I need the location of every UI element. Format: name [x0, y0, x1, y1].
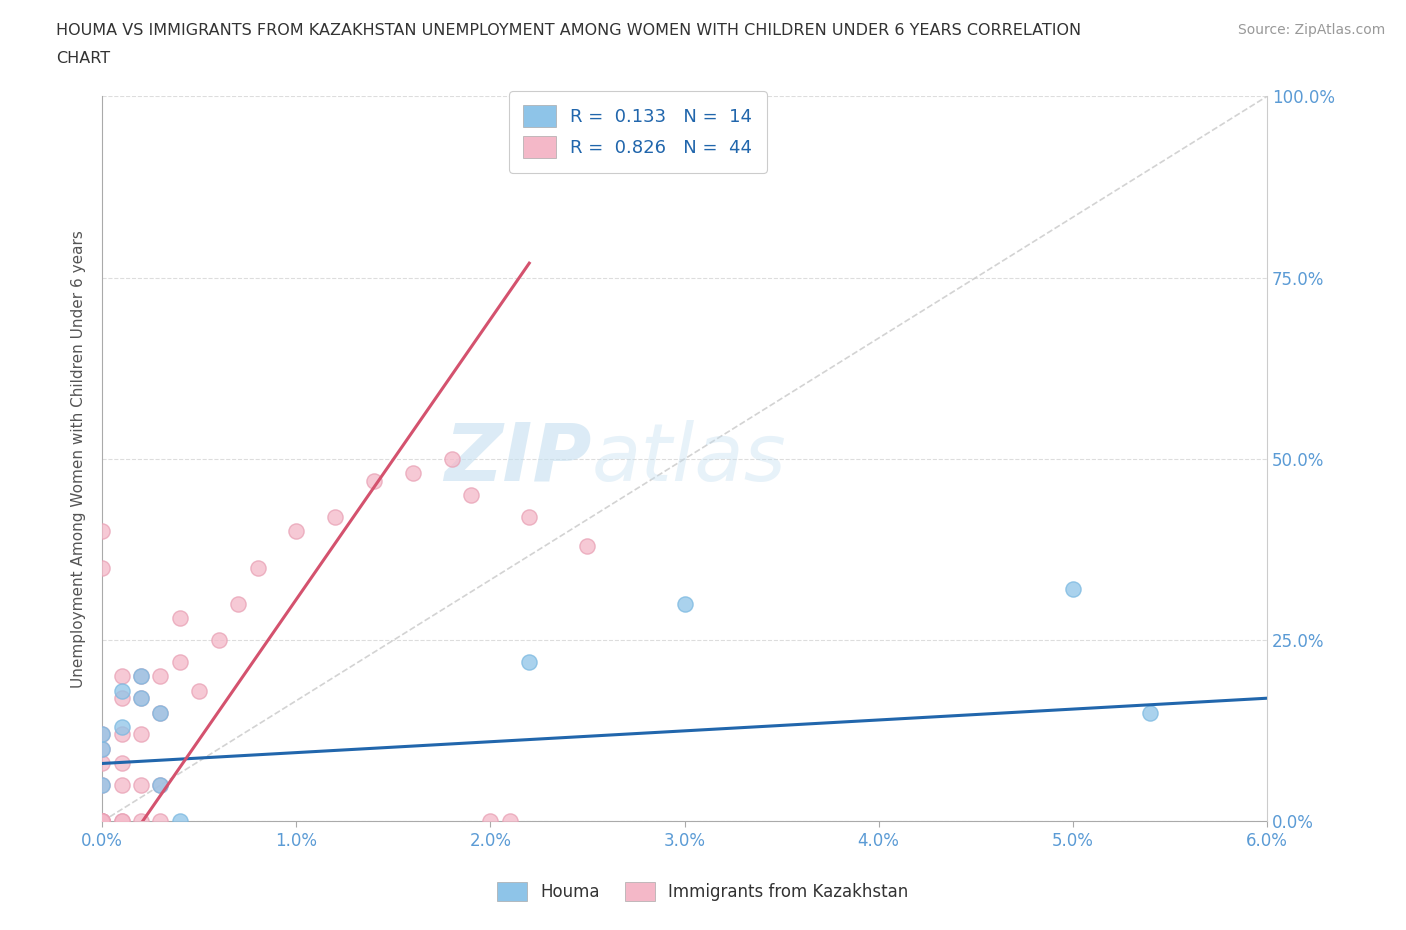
Point: [91, 741, 114, 756]
Point: [440, 451, 463, 466]
Text: CHART: CHART: [56, 51, 110, 66]
Legend: Houma, Immigrants from Kazakhstan: Houma, Immigrants from Kazakhstan: [491, 876, 915, 908]
Point: [169, 814, 191, 829]
Point: [169, 655, 191, 670]
Point: [111, 814, 134, 829]
Point: [149, 814, 172, 829]
Point: [91, 727, 114, 742]
Point: [129, 814, 152, 829]
Point: [91, 524, 114, 538]
Point: [149, 669, 172, 684]
Point: [91, 756, 114, 771]
Point: [576, 538, 599, 553]
Point: [111, 756, 134, 771]
Text: ZIP: ZIP: [444, 420, 592, 498]
Point: [91, 814, 114, 829]
Point: [91, 814, 114, 829]
Point: [91, 777, 114, 792]
Text: HOUMA VS IMMIGRANTS FROM KAZAKHSTAN UNEMPLOYMENT AMONG WOMEN WITH CHILDREN UNDER: HOUMA VS IMMIGRANTS FROM KAZAKHSTAN UNEM…: [56, 23, 1081, 38]
Legend: R =  0.133   N =  14, R =  0.826   N =  44: R = 0.133 N = 14, R = 0.826 N = 44: [509, 91, 766, 173]
Point: [91, 814, 114, 829]
Point: [188, 684, 211, 698]
Point: [402, 466, 425, 481]
Point: [111, 727, 134, 742]
Point: [208, 632, 231, 647]
Point: [91, 814, 114, 829]
Point: [111, 720, 134, 735]
Point: [1062, 582, 1084, 597]
Point: [517, 510, 540, 525]
Point: [111, 669, 134, 684]
Point: [285, 524, 308, 538]
Point: [323, 510, 346, 525]
Text: Source: ZipAtlas.com: Source: ZipAtlas.com: [1237, 23, 1385, 37]
Point: [226, 596, 249, 611]
Point: [111, 814, 134, 829]
Point: [363, 473, 385, 488]
Point: [129, 691, 152, 706]
Point: [129, 727, 152, 742]
Point: [91, 560, 114, 575]
Point: [91, 814, 114, 829]
Point: [111, 684, 134, 698]
Point: [169, 611, 191, 626]
Point: [499, 814, 522, 829]
Point: [111, 691, 134, 706]
Point: [91, 814, 114, 829]
Point: [517, 655, 540, 670]
Point: [673, 596, 696, 611]
Point: [246, 560, 269, 575]
Y-axis label: Unemployment Among Women with Children Under 6 years: Unemployment Among Women with Children U…: [72, 230, 86, 688]
Point: [129, 691, 152, 706]
Point: [149, 777, 172, 792]
Point: [149, 777, 172, 792]
Point: [149, 705, 172, 720]
Point: [129, 669, 152, 684]
Point: [479, 814, 502, 829]
Point: [1139, 705, 1161, 720]
Point: [149, 705, 172, 720]
Point: [129, 669, 152, 684]
Point: [129, 777, 152, 792]
Point: [91, 777, 114, 792]
Point: [460, 487, 482, 502]
Text: atlas: atlas: [592, 420, 786, 498]
Point: [91, 741, 114, 756]
Point: [111, 777, 134, 792]
Point: [91, 727, 114, 742]
